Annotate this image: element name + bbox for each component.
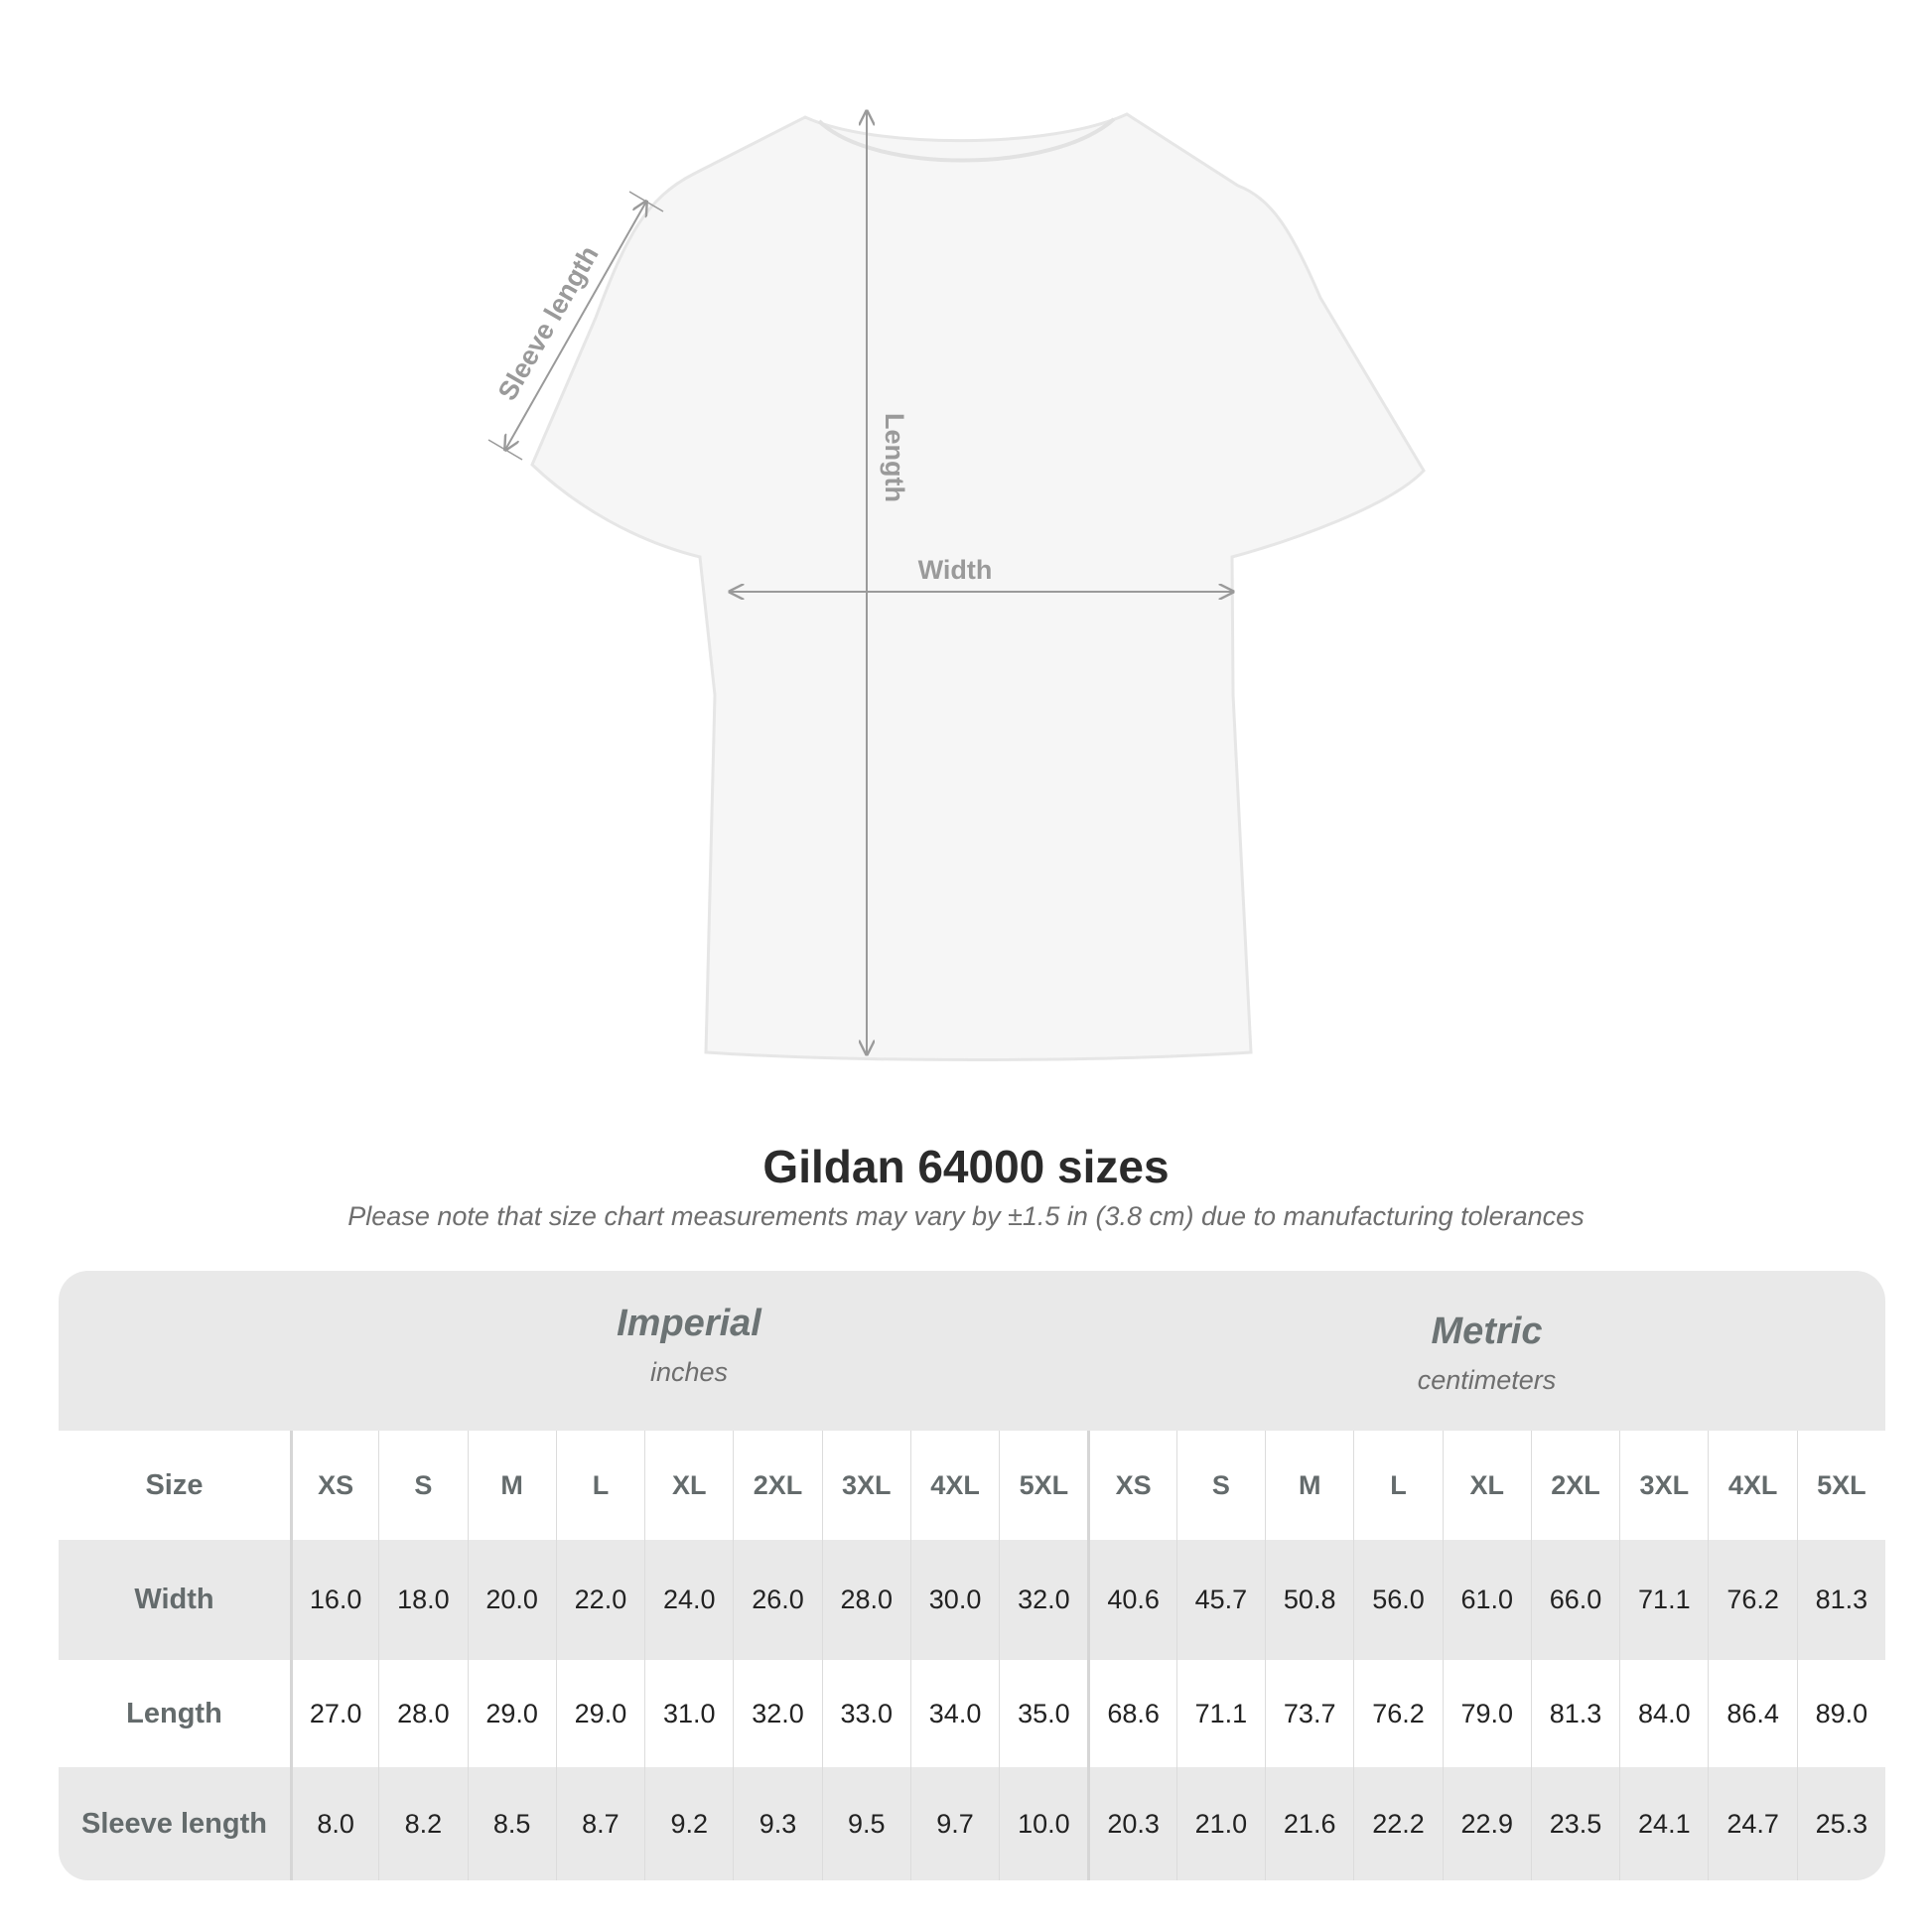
imperial-value: 16.0 — [289, 1540, 378, 1660]
metric-value: 68.6 — [1087, 1660, 1175, 1767]
imperial-value: 34.0 — [909, 1660, 999, 1767]
metric-value: 66.0 — [1530, 1540, 1619, 1660]
imperial-value: 9.7 — [909, 1767, 999, 1880]
metric-value: 21.0 — [1175, 1767, 1265, 1880]
imperial-value: 32.0 — [733, 1660, 821, 1767]
metric-value: 40.6 — [1087, 1540, 1175, 1660]
metric-size-xs: XS — [1087, 1431, 1175, 1540]
table-row: Sleeve length 8.0 8.2 8.5 8.7 9.2 9.3 9.5 9.7 10.… — [59, 1767, 1885, 1880]
imperial-value: 22.0 — [555, 1540, 644, 1660]
metric-value: 79.0 — [1442, 1660, 1531, 1767]
metric-value: 71.1 — [1619, 1540, 1708, 1660]
width-label: Width — [918, 555, 993, 585]
imperial-value: 8.0 — [289, 1767, 378, 1880]
tolerance-note: Please note that size chart measurements… — [347, 1201, 1585, 1231]
imperial-value: 32.0 — [999, 1540, 1087, 1660]
imperial-size-m: M — [467, 1431, 556, 1540]
length-label: Length — [880, 413, 909, 502]
imperial-value: 29.0 — [555, 1660, 644, 1767]
imperial-size-3xl: 3XL — [821, 1431, 910, 1540]
metric-value: 22.2 — [1353, 1767, 1442, 1880]
metric-value: 89.0 — [1796, 1660, 1885, 1767]
imperial-value: 33.0 — [821, 1660, 910, 1767]
metric-header: Metric centimeters — [1088, 1311, 1885, 1396]
metric-size-l: L — [1353, 1431, 1442, 1540]
metric-value: 84.0 — [1619, 1660, 1708, 1767]
imperial-value: 27.0 — [289, 1660, 378, 1767]
imperial-unit: inches — [649, 1357, 729, 1387]
imperial-value: 8.2 — [378, 1767, 467, 1880]
imperial-size-l: L — [555, 1431, 644, 1540]
imperial-value: 9.3 — [733, 1767, 821, 1880]
size-table: Imperial inches Metric centimeters Size X… — [59, 1271, 1885, 1880]
sleeve-arrow — [505, 202, 646, 450]
row-label: Width — [134, 1584, 214, 1615]
imperial-value: 31.0 — [644, 1660, 733, 1767]
imperial-value: 26.0 — [733, 1540, 821, 1660]
metric-value: 81.3 — [1796, 1540, 1885, 1660]
metric-value: 50.8 — [1265, 1540, 1353, 1660]
metric-size-4xl: 4XL — [1708, 1431, 1796, 1540]
metric-size-xl: XL — [1442, 1431, 1531, 1540]
imperial-value: 28.0 — [821, 1540, 910, 1660]
imperial-value: 24.0 — [644, 1540, 733, 1660]
imperial-header: Imperial inches — [290, 1303, 1088, 1388]
metric-value: 22.9 — [1442, 1767, 1531, 1880]
imperial-value: 8.5 — [467, 1767, 556, 1880]
metric-value: 24.1 — [1619, 1767, 1708, 1880]
size-label: Size — [145, 1468, 204, 1501]
tshirt-diagram: Length Width Sleeve length — [487, 0, 1426, 1061]
metric-title: Metric — [1431, 1311, 1543, 1352]
size-row: Size XS S M L XL 2XL 3XL 4XL 5XL XS S M L XL 2XL 3XL 4XL 5… — [59, 1431, 1885, 1540]
imperial-value: 9.2 — [644, 1767, 733, 1880]
imperial-value: 9.5 — [821, 1767, 910, 1880]
metric-value: 24.7 — [1708, 1767, 1796, 1880]
imperial-value: 20.0 — [467, 1540, 556, 1660]
metric-value: 45.7 — [1175, 1540, 1265, 1660]
imperial-value: 30.0 — [909, 1540, 999, 1660]
metric-value: 81.3 — [1530, 1660, 1619, 1767]
imperial-size-5xl: 5XL — [999, 1431, 1087, 1540]
metric-size-3xl: 3XL — [1619, 1431, 1708, 1540]
imperial-size-2xl: 2XL — [733, 1431, 821, 1540]
metric-size-2xl: 2XL — [1530, 1431, 1619, 1540]
metric-size-s: S — [1175, 1431, 1265, 1540]
tshirt-shape — [530, 112, 1426, 1061]
metric-value: 20.3 — [1087, 1767, 1175, 1880]
imperial-size-xs: XS — [289, 1431, 378, 1540]
metric-value: 76.2 — [1708, 1540, 1796, 1660]
metric-value: 56.0 — [1353, 1540, 1442, 1660]
metric-size-5xl: 5XL — [1796, 1431, 1885, 1540]
imperial-value: 18.0 — [378, 1540, 467, 1660]
imperial-size-s: S — [378, 1431, 467, 1540]
table-row: Width 16.0 18.0 20.0 22.0 24.0 26.0 28.0 30.0 32.… — [59, 1540, 1885, 1660]
imperial-value: 35.0 — [999, 1660, 1087, 1767]
metric-value: 21.6 — [1265, 1767, 1353, 1880]
metric-value: 71.1 — [1175, 1660, 1265, 1767]
chart-title: Gildan 64000 sizes — [762, 1141, 1170, 1192]
metric-value: 61.0 — [1442, 1540, 1531, 1660]
metric-value: 23.5 — [1530, 1767, 1619, 1880]
metric-value: 73.7 — [1265, 1660, 1353, 1767]
row-label: Length — [126, 1697, 222, 1729]
metric-size-m: M — [1265, 1431, 1353, 1540]
imperial-size-4xl: 4XL — [909, 1431, 999, 1540]
imperial-size-xl: XL — [644, 1431, 733, 1540]
row-label: Sleeve length — [80, 1807, 267, 1840]
metric-value: 25.3 — [1796, 1767, 1885, 1880]
metric-unit: centimeters — [1417, 1365, 1557, 1395]
imperial-value: 8.7 — [555, 1767, 644, 1880]
imperial-value: 28.0 — [378, 1660, 467, 1767]
imperial-value: 10.0 — [999, 1767, 1087, 1880]
imperial-title: Imperial — [617, 1303, 761, 1344]
table-row: Length 27.0 28.0 29.0 29.0 31.0 32.0 33.0 34.0 35… — [59, 1660, 1885, 1767]
metric-value: 76.2 — [1353, 1660, 1442, 1767]
metric-value: 86.4 — [1708, 1660, 1796, 1767]
imperial-value: 29.0 — [467, 1660, 556, 1767]
